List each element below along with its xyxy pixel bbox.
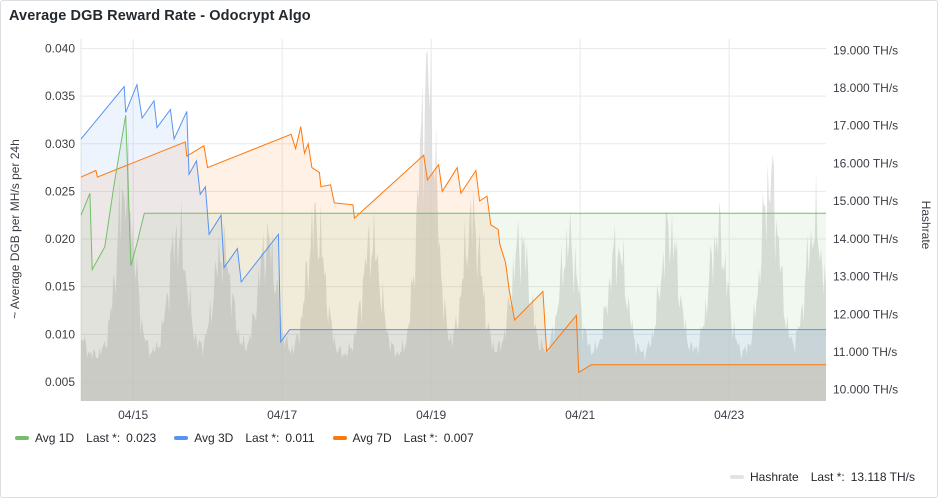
y-tick-label: 0.030 xyxy=(45,137,75,151)
x-tick-label: 04/15 xyxy=(118,408,148,422)
series-fill-avg-7d xyxy=(81,126,826,401)
legend-swatch xyxy=(332,436,347,440)
legend-last-label: Last *: xyxy=(86,431,121,445)
y2-tick-label: 12.000 TH/s xyxy=(833,307,898,321)
legend-item-avg-3d[interactable]: Avg 3D Last *: 0.011 xyxy=(174,431,315,445)
y-tick-label: 0.040 xyxy=(45,42,75,56)
legend-item-hashrate[interactable]: Hashrate Last *: 13.118 TH/s xyxy=(730,470,915,484)
legend: Avg 1D Last *: 0.023 Avg 3D Last *: 0.01… xyxy=(15,431,474,445)
legend-swatch xyxy=(15,436,29,440)
x-tick-label: 04/23 xyxy=(714,408,744,422)
legend-swatch xyxy=(174,436,189,440)
legend-last-label: Last *: xyxy=(403,431,438,445)
y2-tick-label: 14.000 TH/s xyxy=(833,232,898,246)
legend-item-avg-7d[interactable]: Avg 7D Last *: 0.007 xyxy=(332,431,474,445)
y-tick-label: 0.025 xyxy=(45,184,75,198)
legend-swatch xyxy=(730,475,744,479)
series-fills xyxy=(81,84,826,401)
series-line-avg-3d[interactable] xyxy=(80,82,826,344)
y-tick-label: 0.005 xyxy=(45,375,75,389)
y-axis-right: 10.000 TH/s 11.000 TH/s 12.000 TH/s 13.000 … xyxy=(833,43,898,396)
y-tick-label: 0.015 xyxy=(45,280,75,294)
y-tick-label: 0.035 xyxy=(45,89,75,103)
y2-axis-title: Hashrate xyxy=(919,201,933,250)
x-tick-label: 04/17 xyxy=(267,408,297,422)
x-tick-label: 04/19 xyxy=(416,408,446,422)
series-lines xyxy=(80,82,826,374)
legend-label: Avg 3D xyxy=(194,431,234,445)
y2-tick-label: 17.000 TH/s xyxy=(833,119,898,133)
hashrate-area xyxy=(81,50,826,402)
y2-tick-label: 16.000 TH/s xyxy=(833,156,898,170)
legend-last-value: 0.007 xyxy=(443,431,474,445)
legend-last-value: 0.011 xyxy=(285,431,315,445)
legend-label: Hashrate xyxy=(750,470,799,484)
legend-last-label: Last *: xyxy=(245,431,280,445)
y-tick-label: 0.010 xyxy=(45,327,75,341)
legend-last-label: Last *: xyxy=(810,470,845,484)
series-line-avg-7d[interactable] xyxy=(80,126,826,374)
series-line-avg-1d[interactable] xyxy=(80,115,826,272)
y2-tick-label: 19.000 TH/s xyxy=(833,43,898,57)
legend-item-avg-1d[interactable]: Avg 1D Last *: 0.023 xyxy=(15,431,156,445)
series-fill-avg-3d xyxy=(81,84,826,401)
x-tick-label: 04/21 xyxy=(565,408,595,422)
legend-last-value: 13.118 TH/s xyxy=(850,470,915,484)
y-axis-title: ~ Average DGB per MH/s per 24h xyxy=(8,139,22,319)
legend-label: Avg 1D xyxy=(35,431,75,445)
y2-tick-label: 13.000 TH/s xyxy=(833,270,898,284)
y2-tick-label: 10.000 TH/s xyxy=(833,383,898,397)
x-axis: 04/15 04/17 04/19 04/21 04/23 xyxy=(118,408,744,422)
y2-tick-label: 11.000 TH/s xyxy=(833,345,897,359)
panel-title[interactable]: Average DGB Reward Rate - Odocrypt Algo xyxy=(9,8,311,24)
y2-tick-label: 18.000 TH/s xyxy=(833,81,898,95)
hashrate-fill xyxy=(81,50,826,402)
y2-tick-label: 15.000 TH/s xyxy=(833,194,898,208)
y-tick-label: 0.020 xyxy=(45,232,75,246)
legend-label: Avg 7D xyxy=(352,431,392,445)
y-axis-left: 0.005 0.010 0.015 0.020 0.025 0.030 0.035 0.040 xyxy=(45,42,75,389)
legend-last-value: 0.023 xyxy=(126,431,157,445)
